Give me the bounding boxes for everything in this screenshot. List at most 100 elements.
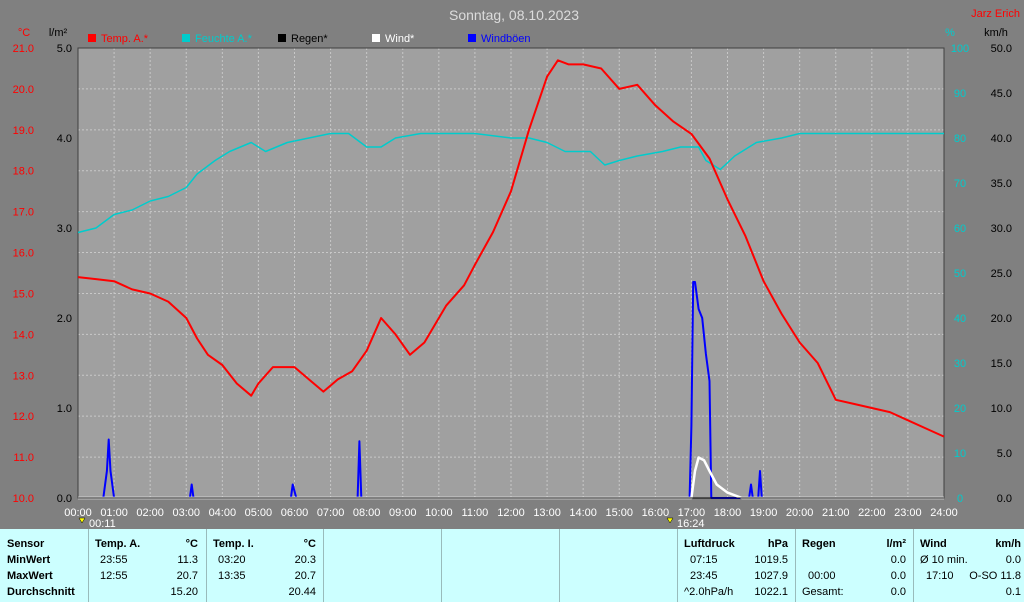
rain-value-2: 0.0 <box>890 570 906 582</box>
rain-tick-label: 3.0 <box>57 223 72 235</box>
temp-i-max-value: 20.7 <box>294 570 316 582</box>
x-tick-label: 10:00 <box>425 507 453 519</box>
wind-unit-label: km/h <box>984 27 1008 39</box>
x-tick-label: 14:00 <box>569 507 597 519</box>
pressure-min-time: 07:15 <box>690 554 718 566</box>
marker-left-icon <box>78 517 86 524</box>
temp-tick-label: 13.0 <box>13 370 34 382</box>
temp-unit-label: °C <box>18 27 30 39</box>
pressure-max-time: 23:45 <box>690 570 718 582</box>
rain-time: 00:00 <box>808 570 836 582</box>
rain-unit: l/m² <box>886 538 906 550</box>
pressure-trend: ^2.0hPa/h <box>684 586 734 598</box>
wind-max-time: 17:10 <box>926 570 954 582</box>
rain-tick-label: 1.0 <box>57 403 72 415</box>
rain-header: Regen <box>802 538 836 550</box>
temp-tick-label: 18.0 <box>13 166 34 178</box>
temp-tick-label: 17.0 <box>13 207 34 219</box>
x-tick-label: 15:00 <box>605 507 633 519</box>
temp-i-min-time: 03:20 <box>218 554 246 566</box>
pressure-avg-value: 1022.1 <box>754 586 788 598</box>
humidity-tick-label: 10 <box>954 448 966 460</box>
temperature-line <box>77 59 945 438</box>
x-tick-label: 16:00 <box>642 507 670 519</box>
x-tick-label: 01:00 <box>100 507 128 519</box>
humidity-tick-label: 70 <box>954 178 966 190</box>
temp-i-max-time: 13:35 <box>218 570 246 582</box>
humidity-tick-label: 20 <box>954 403 966 415</box>
temp-a-unit: °C <box>185 538 198 550</box>
temp-tick-label: 14.0 <box>13 329 34 341</box>
x-tick-label: 09:00 <box>389 507 417 519</box>
wind-tick-label: 5.0 <box>997 448 1012 460</box>
wind-tick-label: 25.0 <box>991 268 1012 280</box>
temp-tick-label: 12.0 <box>13 411 34 423</box>
temp-a-avg-value: 15.20 <box>170 586 198 598</box>
legend-label-humidity: Feuchte A.* <box>195 33 253 45</box>
wind-max-value: O-SO 11.8 <box>969 570 1021 582</box>
row-label-max: MaxWert <box>7 570 53 582</box>
wind-avg-label: Ø 10 min. <box>920 554 968 566</box>
column-divider <box>795 529 796 602</box>
row-label-min: MinWert <box>7 554 51 566</box>
x-tick-label: 19:00 <box>750 507 778 519</box>
sensor-header: Sensor <box>7 538 45 550</box>
legend-swatch-wind <box>372 34 380 42</box>
rain-tick-label: 4.0 <box>57 133 72 145</box>
x-tick-label: 02:00 <box>136 507 164 519</box>
temp-a-min-time: 23:55 <box>100 554 128 566</box>
series-layer <box>77 59 945 500</box>
humidity-tick-label: 60 <box>954 223 966 235</box>
marker-left-label: 00:11 <box>89 518 116 529</box>
pressure-header: Luftdruck <box>684 538 735 550</box>
rain-tick-label: 0.0 <box>57 493 72 505</box>
x-tick-label: 07:00 <box>317 507 345 519</box>
x-tick-label: 03:00 <box>172 507 200 519</box>
humidity-line <box>77 132 944 234</box>
x-tick-label: 22:00 <box>858 507 886 519</box>
humidity-tick-label: 80 <box>954 133 966 145</box>
x-tick-label: 24:00 <box>930 507 958 519</box>
x-tick-label: 04:00 <box>209 507 237 519</box>
legend: Temp. A.* Feuchte A.* Regen* Wind* Windb… <box>88 33 531 45</box>
wind-tick-label: 50.0 <box>991 43 1012 55</box>
wind-header: Wind <box>920 538 947 550</box>
temp-i-avg-value: 20.44 <box>288 586 316 598</box>
x-tick-label: 00:00 <box>64 507 92 519</box>
x-tick-label: 17:00 <box>678 507 706 519</box>
humidity-tick-label: 90 <box>954 88 966 100</box>
humidity-tick-label: 30 <box>954 358 966 370</box>
x-tick-label: 20:00 <box>786 507 814 519</box>
rain-total-value: 0.0 <box>890 586 906 598</box>
wind-tick-label: 45.0 <box>991 88 1012 100</box>
x-tick-label: 21:00 <box>822 507 850 519</box>
brand-label: Jarz Erich <box>971 8 1020 20</box>
axes: 00:00 01:00 02:00 03:00 04:00 05:00 06:00 07:00… <box>13 43 1012 519</box>
column-divider <box>559 529 560 602</box>
rain-unit-label: l/m² <box>49 27 68 39</box>
temp-tick-label: 21.0 <box>13 43 34 55</box>
legend-swatch-humidity <box>182 34 190 42</box>
statistics-table: Sensor MinWert MaxWert Durchschnitt Temp… <box>0 529 1024 602</box>
humidity-tick-label: 100 <box>951 43 969 55</box>
temp-tick-label: 16.0 <box>13 248 34 260</box>
x-tick-label: 18:00 <box>714 507 742 519</box>
column-divider <box>88 529 89 602</box>
column-divider <box>323 529 324 602</box>
temp-i-header: Temp. I. <box>213 538 254 550</box>
temp-i-unit: °C <box>303 538 316 550</box>
grid <box>77 47 945 499</box>
temp-tick-label: 20.0 <box>13 84 34 96</box>
wind-avg-value: 0.0 <box>1005 554 1021 566</box>
row-label-avg: Durchschnitt <box>7 586 75 598</box>
wind-unit: km/h <box>995 538 1021 550</box>
humidity-tick-label: 50 <box>954 268 966 280</box>
x-tick-label: 13:00 <box>533 507 561 519</box>
rain-total-label: Gesamt: <box>802 586 844 598</box>
temp-i-min-value: 20.3 <box>294 554 316 566</box>
legend-label-rain: Regen* <box>291 33 328 45</box>
wind-tick-label: 30.0 <box>991 223 1012 235</box>
marker-right-icon <box>666 517 674 524</box>
legend-swatch-gusts <box>468 34 476 42</box>
x-tick-label: 12:00 <box>497 507 525 519</box>
